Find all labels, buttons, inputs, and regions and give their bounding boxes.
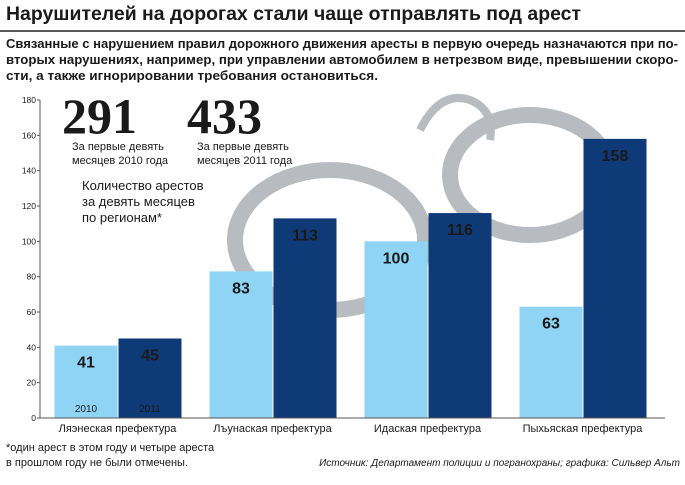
chart-title: Нарушителей на дорогах стали чаще отправ…: [6, 4, 581, 25]
legend-label: 2010: [75, 404, 98, 415]
y-tick-label: 40: [27, 342, 37, 352]
subtitle-line: сти, а также игнорировании требования ос…: [6, 69, 378, 83]
total-caption: За первые девять: [197, 141, 289, 153]
data-label: 83: [232, 280, 250, 297]
x-tick-label: Ляэнеская префектура: [59, 423, 178, 435]
y-tick-label: 0: [31, 413, 36, 423]
data-label: 63: [542, 316, 560, 333]
bar: [273, 218, 337, 418]
total-value: 291: [62, 88, 137, 144]
subtitle-line: вторых нарушениях, например, при управле…: [6, 53, 678, 67]
bar: [583, 138, 647, 418]
bar: [54, 345, 118, 418]
y-tick-label: 180: [22, 95, 36, 105]
y-tick-label: 100: [22, 236, 36, 246]
x-tick-label: Идаская префектура: [374, 423, 482, 435]
data-label: 113: [292, 227, 318, 244]
chain: [416, 94, 495, 141]
bar: [209, 271, 273, 418]
bar: [364, 241, 428, 418]
data-label: 100: [383, 250, 410, 267]
x-tick-label: Пыхьяская префектура: [523, 423, 644, 435]
bar: [428, 213, 492, 418]
total-value: 433: [187, 88, 262, 144]
data-label: 116: [447, 222, 473, 239]
source: Источник: Департамент полиции и погранох…: [319, 457, 680, 469]
x-tick-label: Лъунаская префектура: [213, 423, 332, 435]
y-tick-label: 120: [22, 201, 36, 211]
annotation: за девять месяцев: [82, 194, 195, 209]
subtitle-line: Связанные с нарушением правил дорожного …: [6, 37, 678, 51]
legend-label: 2011: [139, 404, 161, 415]
annotation: Количество арестов: [82, 178, 204, 193]
data-label: 41: [77, 355, 95, 372]
y-tick-label: 60: [27, 307, 37, 317]
y-tick-label: 140: [22, 166, 36, 176]
total-caption: За первые девять: [72, 141, 164, 153]
bar: [519, 306, 583, 418]
footnote: в прошлом году не были отмечены.: [6, 457, 188, 469]
y-tick-label: 160: [22, 130, 36, 140]
y-tick-label: 20: [27, 378, 37, 388]
data-label: 45: [141, 348, 159, 365]
data-label: 158: [602, 148, 629, 165]
total-caption: месяцев 2011 года: [197, 155, 293, 167]
total-caption: месяцев 2010 года: [72, 155, 169, 167]
footnote: *один арест в этом году и четыре ареста: [6, 442, 215, 454]
bar: [118, 338, 182, 418]
y-tick-label: 80: [27, 272, 37, 282]
annotation: по регионам*: [82, 210, 162, 225]
